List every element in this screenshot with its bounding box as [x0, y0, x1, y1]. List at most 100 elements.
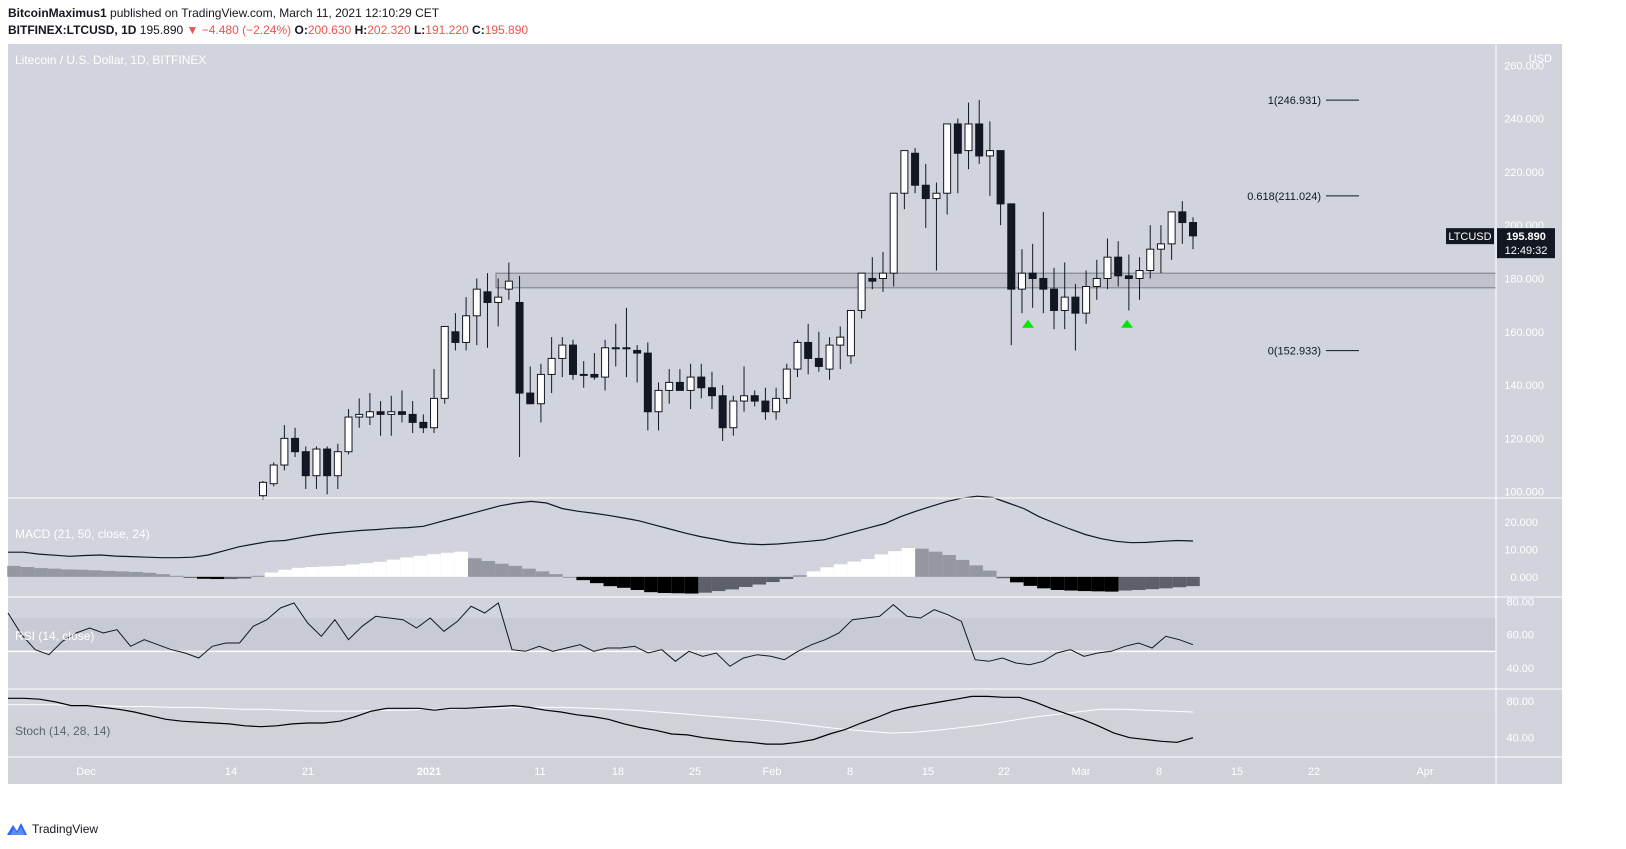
fib-label: 0.618(211.024): [1247, 191, 1321, 203]
candle-down: [697, 376, 706, 389]
macd-hist-bar: [440, 552, 455, 577]
candle-down: [643, 352, 652, 413]
candle-down: [707, 387, 716, 397]
candle-down: [750, 395, 759, 402]
candle: [376, 401, 385, 436]
macd-hist-bar: [47, 568, 62, 577]
macd-hist-bar: [576, 576, 590, 581]
candle: [932, 182, 941, 271]
candle-down: [376, 411, 385, 415]
macd-hist-bar: [1091, 576, 1105, 592]
chart-background: [8, 44, 1562, 784]
macd-hist-bar: [1104, 576, 1119, 592]
macd-hist-bar: [1159, 576, 1173, 589]
macd-hist-bar: [129, 571, 143, 577]
candle: [772, 387, 781, 420]
candle-up: [1060, 296, 1069, 311]
candle: [654, 382, 663, 431]
macd-hist-bar: [549, 574, 563, 577]
rsi-line: [7, 602, 1194, 667]
macd-hist-bar: [413, 555, 428, 577]
candle-up: [1146, 248, 1155, 272]
macd-hist-bar: [752, 576, 767, 585]
macd-tick-label: 0.000: [1510, 572, 1538, 584]
candle: [579, 361, 588, 388]
tradingview-brand[interactable]: TradingView: [6, 822, 98, 836]
candle-down: [451, 331, 460, 343]
candle: [964, 102, 973, 170]
last-price: 195.890: [139, 23, 184, 37]
candle-up: [504, 280, 513, 290]
x-tick-label: 25: [689, 766, 701, 778]
candle: [750, 390, 759, 407]
macd-hist-bar: [630, 576, 645, 590]
candle: [665, 369, 674, 404]
fib-label: 1(246.931): [1268, 95, 1321, 107]
candle: [365, 393, 374, 426]
candle-up: [932, 192, 941, 200]
candle-up: [654, 389, 663, 413]
y-tick-label: 180.000: [1504, 273, 1544, 285]
macd-hist-bar: [901, 548, 916, 577]
x-tick-label: Dec: [76, 766, 96, 778]
candle-up: [547, 357, 556, 375]
macd-hist-bar: [224, 576, 238, 580]
candle-up: [536, 373, 545, 405]
candle: [408, 401, 417, 434]
macd-hist-bar: [820, 567, 834, 577]
macd-hist-bar: [156, 574, 170, 577]
macd-hist-bar: [183, 576, 197, 578]
macd-hist-bar: [982, 570, 997, 577]
open-label: O:: [294, 23, 308, 37]
candle: [868, 257, 877, 290]
x-tick-label: 15: [922, 766, 934, 778]
symbol-label: BITFINEX:LTCUSD, 1D: [8, 23, 137, 37]
macd-hist-bar: [1132, 576, 1146, 590]
y-tick-label: 260.000: [1504, 60, 1544, 72]
candle-down: [590, 373, 599, 378]
candle-down: [1178, 211, 1187, 224]
candle: [846, 309, 855, 364]
macd-hist-bar: [603, 576, 618, 587]
stoch-d-line: [8, 704, 1194, 734]
candle: [1167, 211, 1176, 260]
macd-hist-bar: [115, 571, 130, 577]
countdown-label: 12:49:32: [1505, 245, 1548, 257]
macd-hist-bar: [1077, 576, 1092, 592]
macd-hist-bar: [644, 576, 658, 593]
candle-up: [472, 288, 481, 317]
candle-up: [333, 451, 342, 477]
macd-hist-bar: [928, 551, 943, 577]
macd-hist-bar: [589, 576, 604, 584]
candle: [889, 192, 898, 287]
macd-hist-bar: [1023, 576, 1038, 586]
candle: [1189, 217, 1197, 250]
rsi-tick-label: 80.00: [1506, 596, 1534, 608]
macd-hist-bar: [495, 563, 509, 577]
y-tick-label: 240.000: [1504, 114, 1544, 126]
candle: [943, 123, 952, 215]
candle: [558, 337, 567, 378]
candle-up: [879, 272, 887, 279]
macd-hist-bar: [779, 576, 794, 580]
tradingview-logo-icon: [7, 823, 27, 835]
candle: [1082, 270, 1091, 324]
candle-down: [515, 301, 524, 394]
candle-up: [355, 413, 364, 418]
candle-up: [1017, 272, 1026, 290]
candle-up: [740, 395, 749, 402]
candle: [440, 325, 449, 404]
author-name[interactable]: BitcoinMaximus1: [8, 6, 107, 20]
macd-hist-bar: [996, 576, 1011, 579]
candle: [504, 262, 513, 300]
candle-up: [1167, 211, 1176, 245]
candle-up: [440, 325, 449, 399]
macd-hist-bar: [237, 576, 252, 579]
macd-hist-bar: [359, 563, 374, 577]
candle-down: [911, 152, 920, 186]
candle: [569, 339, 577, 380]
candle-down: [301, 451, 310, 477]
candle: [633, 345, 642, 383]
candle-up: [889, 192, 898, 274]
